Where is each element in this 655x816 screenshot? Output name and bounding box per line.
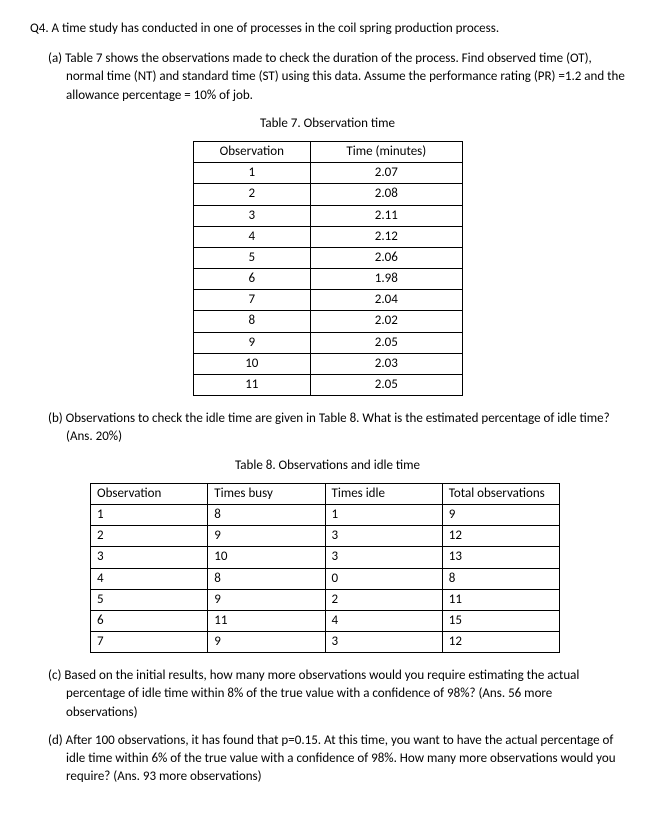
table-row: 22.08 — [193, 184, 462, 205]
table-row: 102.03 — [193, 353, 462, 374]
table-row: 42.12 — [193, 226, 462, 247]
part-b: (b) Observations to check the idle time … — [48, 410, 625, 446]
table8-header-total: Total observations — [442, 483, 559, 504]
part-c-label: (c) — [48, 668, 61, 683]
table-row: Observation Times busy Times idle Total … — [91, 483, 560, 504]
table7-header-obs: Observation — [193, 141, 311, 162]
table-row: 4808 — [91, 568, 560, 589]
part-a: (a) Table 7 shows the observations made … — [48, 50, 625, 105]
table-row: 32.11 — [193, 205, 462, 226]
table-row: 29312 — [91, 526, 560, 547]
table-row: 59211 — [91, 589, 560, 610]
table-row: 310313 — [91, 547, 560, 568]
table-row: Observation Time (minutes) — [193, 141, 462, 162]
table8: Observation Times busy Times idle Total … — [90, 483, 560, 654]
part-b-label: (b) — [48, 411, 63, 426]
question-title: Q4. A time study has conducted in one of… — [30, 20, 625, 38]
table8-header-busy: Times busy — [208, 483, 325, 504]
part-c-text: Based on the initial results, how many m… — [64, 668, 579, 719]
table7: Observation Time (minutes) 12.07 22.08 3… — [193, 141, 463, 396]
table-row: 112.05 — [193, 375, 462, 396]
table-row: 12.07 — [193, 163, 462, 184]
table8-caption: Table 8. Observations and idle time — [30, 457, 625, 475]
table-row: 82.02 — [193, 311, 462, 332]
table7-caption: Table 7. Observation time — [30, 115, 625, 133]
table-row: 52.06 — [193, 247, 462, 268]
part-a-label: (a) — [48, 51, 62, 66]
table-row: 72.04 — [193, 290, 462, 311]
part-b-text: Observations to check the idle time are … — [66, 411, 610, 444]
table-row: 61.98 — [193, 269, 462, 290]
table-row: 79312 — [91, 632, 560, 653]
part-d: (d) After 100 observations, it has found… — [48, 732, 625, 787]
part-a-text: Table 7 shows the observations made to c… — [65, 51, 625, 102]
table7-header-time: Time (minutes) — [311, 141, 462, 162]
part-d-text: After 100 observations, it has found tha… — [66, 733, 616, 784]
part-c: (c) Based on the initial results, how ma… — [48, 667, 625, 722]
table-row: 1819 — [91, 504, 560, 525]
table8-header-idle: Times idle — [325, 483, 442, 504]
table-row: 611415 — [91, 610, 560, 631]
table-row: 92.05 — [193, 332, 462, 353]
part-d-label: (d) — [48, 733, 63, 748]
table8-header-obs: Observation — [91, 483, 208, 504]
